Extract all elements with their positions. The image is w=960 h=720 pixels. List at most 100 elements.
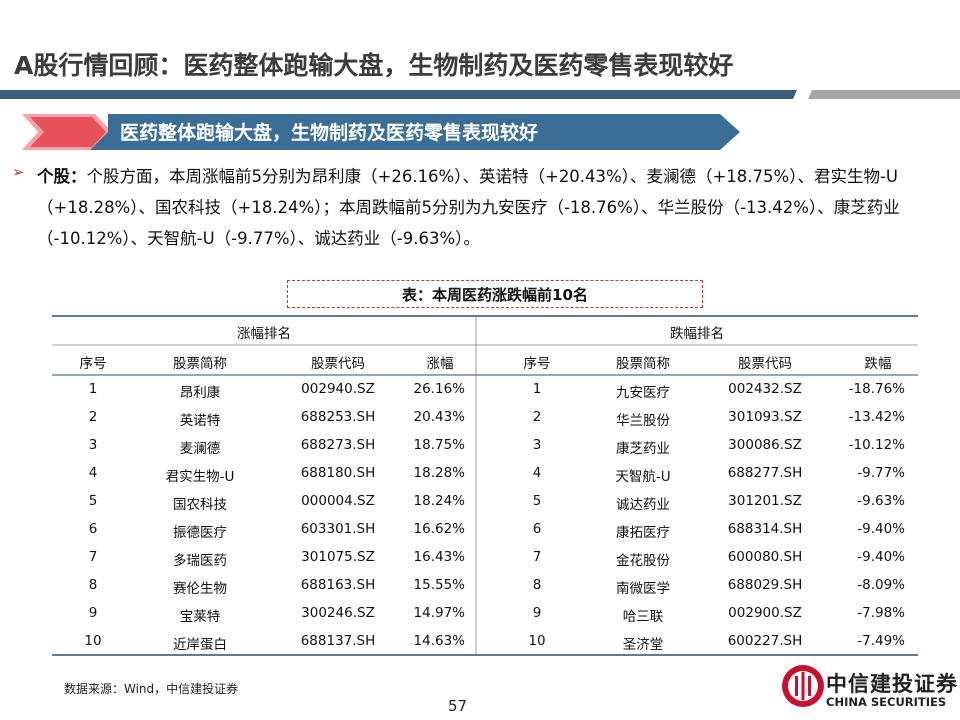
table-cell: 多瑞医药	[173, 553, 227, 569]
table-cell: 近岸蛋白	[173, 637, 227, 653]
bullet-marker: ➢	[12, 163, 25, 181]
table-cell: 600080.SH	[727, 549, 803, 565]
table-cell: 18.24%	[413, 493, 465, 509]
table-caption: 表：本周医药涨跌幅前10名	[402, 286, 588, 304]
table-cell: 6	[532, 521, 542, 537]
table-cell: 6	[88, 521, 98, 537]
table-cell: 688163.SH	[300, 577, 376, 593]
table-cell: 华兰股份	[616, 413, 670, 429]
caption-box	[287, 280, 703, 308]
table-cell: 18.75%	[413, 437, 465, 453]
table-cell: 7	[532, 549, 542, 565]
table-cell: 300246.SZ	[301, 605, 375, 621]
group-header: 涨幅排名	[237, 326, 291, 342]
table-cell: -9.40%	[857, 549, 905, 565]
bullet-label: 个股：	[37, 167, 87, 186]
table-cell: 20.43%	[413, 409, 465, 425]
logo-icon	[782, 665, 824, 707]
table-cell: 宝莱特	[179, 609, 221, 625]
table-cell: 国农科技	[173, 497, 227, 513]
table-cell: -13.42%	[848, 409, 905, 425]
column-header: 股票代码	[311, 356, 365, 372]
table-cell: 英诺特	[179, 413, 221, 429]
table-cell: 2	[88, 409, 98, 425]
table-cell: 000004.SZ	[301, 493, 375, 509]
title-bar-gray	[808, 90, 960, 99]
table-cell: 9	[88, 605, 98, 621]
table-cell: 昂利康	[179, 385, 221, 401]
column-header: 序号	[79, 356, 107, 372]
table-cell: 688180.SH	[300, 465, 376, 481]
table-cell: 300086.SZ	[728, 437, 802, 453]
table-cell: 3	[88, 437, 98, 453]
table-cell: 8	[88, 577, 98, 593]
table-cell: 康芝药业	[616, 441, 670, 457]
table-cell: 7	[88, 549, 98, 565]
table-cell: 603301.SH	[300, 521, 376, 537]
table-cell: 301201.SZ	[728, 493, 802, 509]
bullet: 个股：个股方面，本周涨幅前5分别为昂利康（+26.16%）、英诺特（+20.43…	[37, 161, 942, 254]
table-cell: -9.63%	[857, 493, 905, 509]
table-cell: 002940.SZ	[301, 381, 375, 397]
table-cell: 4	[532, 465, 542, 481]
table-cell: 16.62%	[413, 521, 465, 537]
table-cell: 10	[528, 633, 546, 649]
table-cell: 南微医学	[616, 581, 670, 597]
table-cell: 15.55%	[413, 577, 465, 593]
table-cell: -10.12%	[848, 437, 905, 453]
table-cell: -18.76%	[848, 381, 905, 397]
table-cell: 君实生物-U	[165, 469, 235, 485]
table-cell: 14.97%	[413, 605, 465, 621]
column-header: 序号	[523, 356, 551, 372]
column-header: 涨幅	[426, 356, 454, 372]
group-header: 跌幅排名	[670, 326, 724, 342]
table-cell: 金花股份	[616, 553, 670, 569]
table-cell: 688277.SH	[727, 465, 803, 481]
banner-text: 医药整体跑输大盘，生物制药及医药零售表现较好	[120, 122, 539, 144]
banner-arrow-inner	[30, 117, 106, 147]
table-cell: 哈三联	[622, 609, 664, 625]
table-cell: 8	[532, 577, 542, 593]
column-header: 股票代码	[738, 356, 792, 372]
table-cell: 18.28%	[413, 465, 465, 481]
table-cell: 14.63%	[413, 633, 465, 649]
table-cell: 天智航-U	[615, 469, 671, 485]
table-cell: 康拓医疗	[616, 525, 670, 541]
column-header: 跌幅	[864, 356, 892, 372]
table-cell: 振德医疗	[173, 525, 227, 541]
table-cell: -8.09%	[857, 577, 905, 593]
logo-subtext: CHINA SECURITIES	[826, 695, 947, 709]
table-cell: 688029.SH	[727, 577, 803, 593]
table-cell: 688273.SH	[300, 437, 376, 453]
table-cell: -7.49%	[857, 633, 905, 649]
table-cell: 688137.SH	[300, 633, 376, 649]
table-cell: 圣济堂	[622, 637, 664, 653]
table-cell: 3	[532, 437, 542, 453]
source: 数据来源：Wind，中信建投证券	[64, 682, 239, 696]
banner-bar	[90, 114, 740, 150]
table-cell: 10	[84, 633, 102, 649]
table-cell: 16.43%	[413, 549, 465, 565]
logo-text: 中信建投证券	[826, 672, 958, 696]
table-cell: 5	[88, 493, 98, 509]
table-cell: 九安医疗	[616, 385, 670, 401]
table-cell: -7.98%	[857, 605, 905, 621]
table-cell: 002432.SZ	[728, 381, 802, 397]
column-header: 股票简称	[616, 356, 670, 372]
table-cell: 赛伦生物	[173, 581, 227, 597]
title: A股行情回顾：医药整体跑输大盘，生物制药及医药零售表现较好	[14, 51, 734, 80]
table-cell: 301093.SZ	[728, 409, 802, 425]
table-cell: -9.40%	[857, 521, 905, 537]
table-cell: 4	[88, 465, 98, 481]
table-cell: 688253.SH	[300, 409, 376, 425]
title-bar	[0, 90, 797, 99]
page-number: 57	[448, 697, 468, 715]
table-cell: 002900.SZ	[728, 605, 802, 621]
table-cell: 1	[532, 381, 542, 397]
table-cell: 600227.SH	[727, 633, 803, 649]
table-cell: 301075.SZ	[301, 549, 375, 565]
bullet-text: 个股方面，本周涨幅前5分别为昂利康（+26.16%）、英诺特（+20.43%）、…	[37, 167, 900, 248]
table-cell: 1	[88, 381, 98, 397]
